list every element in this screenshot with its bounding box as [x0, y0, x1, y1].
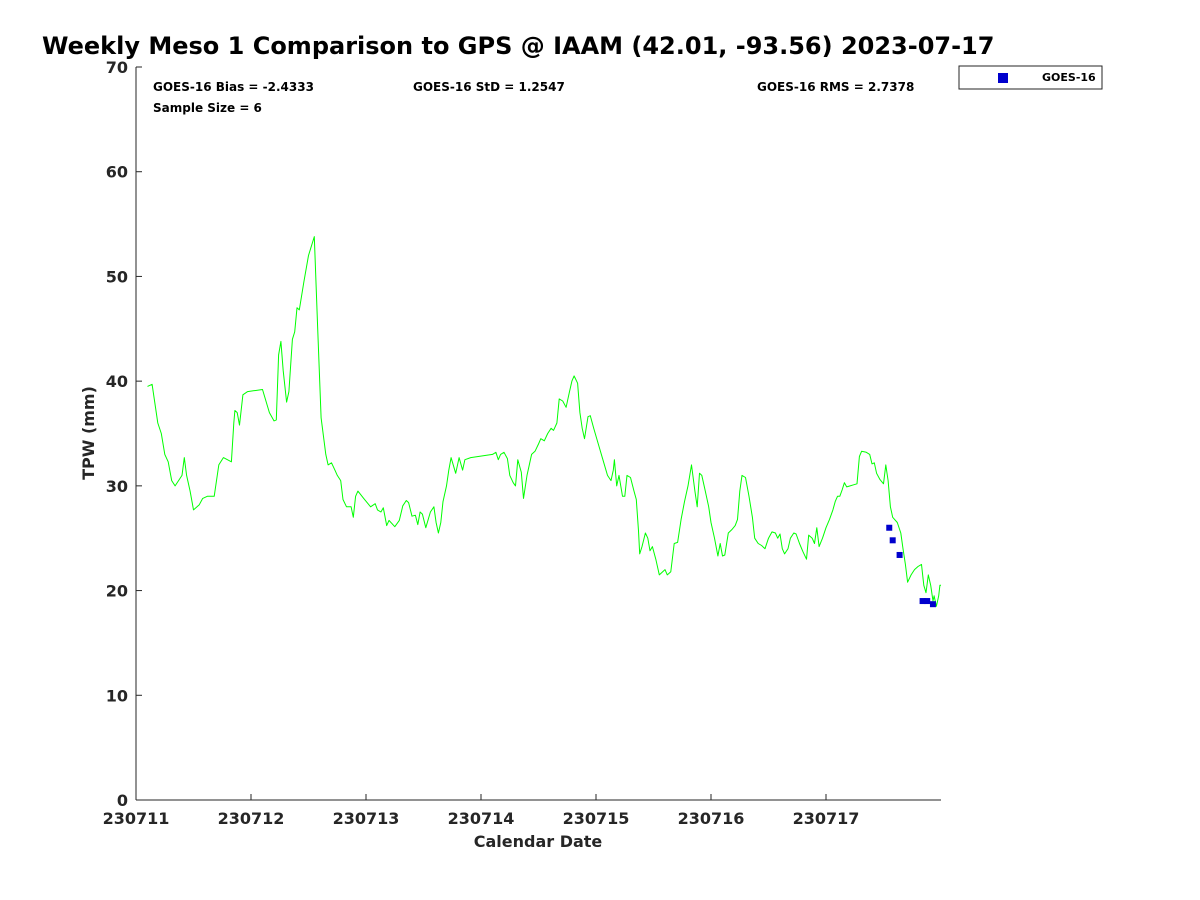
x-tick-label: 230711 — [103, 809, 170, 828]
y-tick-label: 10 — [106, 686, 128, 705]
plot-axes — [135, 67, 941, 801]
y-axis-label: TPW (mm) — [79, 386, 98, 480]
bias-stat: GOES-16 Bias = -2.4333 — [153, 80, 314, 94]
plot-series — [147, 236, 941, 608]
goes16-point — [929, 601, 936, 608]
goes16-point — [919, 598, 926, 605]
goes16-point — [886, 524, 893, 531]
x-tick-label: 230716 — [678, 809, 745, 828]
x-axis-label: Calendar Date — [474, 832, 603, 851]
goes16-point — [896, 551, 903, 558]
x-ticks: 230711 230712 230713 230714 230715 230716 2307… — [103, 794, 860, 828]
y-tick-label: 40 — [106, 372, 128, 391]
legend: GOES-16 — [958, 65, 1103, 90]
legend-box — [958, 65, 1103, 90]
y-tick-label: 70 — [106, 58, 128, 77]
chart-title: Weekly Meso 1 Comparison to GPS @ IAAM (… — [42, 32, 994, 60]
gps-tpw-line — [147, 236, 941, 607]
legend-marker — [998, 73, 1008, 83]
sample-size-stat: Sample Size = 6 — [153, 101, 262, 115]
x-tick-label: 230712 — [218, 809, 285, 828]
legend-entry: GOES-16 — [1042, 71, 1096, 84]
x-tick-label: 230713 — [333, 809, 400, 828]
y-tick-label: 0 — [117, 791, 128, 810]
x-tick-label: 230717 — [793, 809, 860, 828]
x-tick-label: 230715 — [563, 809, 630, 828]
goes16-point — [889, 537, 896, 544]
y-tick-label: 20 — [106, 582, 128, 601]
y-tick-label: 60 — [106, 163, 128, 182]
x-tick-label: 230714 — [448, 809, 515, 828]
y-ticks: 0 10 20 30 40 50 60 70 — [106, 58, 142, 810]
y-tick-label: 50 — [106, 267, 128, 286]
y-tick-label: 30 — [106, 477, 128, 496]
rms-stat: GOES-16 RMS = 2.7378 — [757, 80, 914, 94]
goes16-point — [924, 598, 931, 605]
std-stat: GOES-16 StD = 1.2547 — [413, 80, 565, 94]
